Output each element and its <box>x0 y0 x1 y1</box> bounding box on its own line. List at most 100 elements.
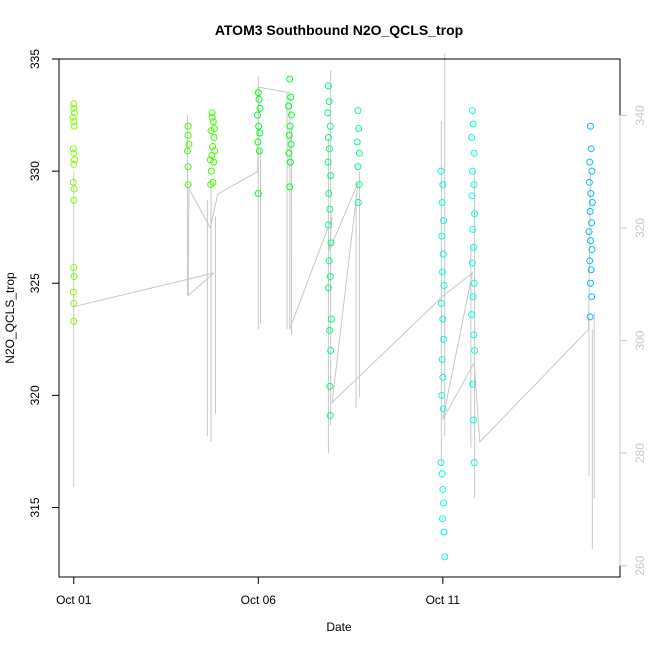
data-point <box>354 199 362 207</box>
data-point <box>586 237 594 245</box>
data-point <box>327 239 335 247</box>
data-point <box>184 122 192 130</box>
data-point <box>354 107 362 115</box>
data-point <box>256 129 264 137</box>
y-tick-label: 330 <box>28 161 42 181</box>
data-point <box>254 111 262 119</box>
data-point <box>69 145 77 153</box>
data-point <box>469 380 477 388</box>
data-point <box>285 102 293 110</box>
data-point <box>184 181 192 189</box>
plot-frame <box>58 58 621 578</box>
data-point <box>71 109 79 117</box>
data-point <box>471 347 479 355</box>
data-point <box>70 317 78 325</box>
data-point <box>287 93 295 101</box>
data-point <box>588 199 596 207</box>
data-point <box>355 149 363 157</box>
data-point <box>210 133 218 141</box>
data-point <box>326 145 334 153</box>
data-point <box>255 122 263 130</box>
x-tick-label: Oct 01 <box>56 593 92 607</box>
secondary-y-tick-label: 340 <box>633 105 647 125</box>
data-point <box>468 133 476 141</box>
data-point <box>438 515 446 523</box>
data-point <box>438 391 446 399</box>
data-point <box>210 125 218 133</box>
data-point <box>286 122 294 130</box>
data-point <box>71 156 79 164</box>
secondary-y-tick-label: 260 <box>633 555 647 575</box>
data-point <box>70 264 78 272</box>
data-point <box>324 133 332 141</box>
data-point <box>70 160 78 168</box>
data-point <box>207 181 215 189</box>
secondary-y-tick-label: 320 <box>633 218 647 238</box>
data-point <box>587 190 595 198</box>
data-point <box>324 158 332 166</box>
y-tick-label: 315 <box>28 497 42 517</box>
y-tick-label: 320 <box>28 385 42 405</box>
data-point <box>440 528 448 536</box>
chart-title: ATOM3 Southbound N2O_QCLS_trop <box>215 22 463 38</box>
data-point <box>325 257 333 265</box>
data-point <box>438 470 446 478</box>
data-point <box>353 138 361 146</box>
data-point <box>439 181 447 189</box>
data-point <box>286 158 294 166</box>
data-point <box>471 210 479 218</box>
data-point <box>254 89 262 97</box>
data-points-layer <box>69 75 596 561</box>
data-point <box>209 178 217 186</box>
data-point <box>69 178 77 186</box>
data-point <box>184 163 192 171</box>
data-point <box>469 243 477 251</box>
data-point <box>285 131 293 139</box>
data-point <box>70 149 78 157</box>
data-point <box>588 246 596 254</box>
data-point <box>437 167 445 175</box>
data-point <box>326 412 334 420</box>
data-point <box>588 293 596 301</box>
data-point <box>326 326 334 334</box>
data-point <box>288 111 296 119</box>
data-point <box>470 181 478 189</box>
data-point <box>324 284 332 292</box>
data-point <box>437 459 445 467</box>
data-point <box>286 75 294 83</box>
data-point <box>287 140 295 148</box>
data-point <box>585 228 593 236</box>
data-point <box>588 219 596 227</box>
data-point <box>439 315 447 323</box>
data-point <box>355 181 363 189</box>
data-point <box>183 147 191 155</box>
y-tick-label: 325 <box>28 273 42 293</box>
data-point <box>325 190 333 198</box>
data-point <box>586 122 594 130</box>
data-point <box>468 192 476 200</box>
data-point <box>254 138 262 146</box>
data-point <box>587 266 595 274</box>
data-point <box>69 113 77 121</box>
data-point <box>440 216 448 224</box>
data-point <box>468 167 476 175</box>
data-point <box>255 95 263 103</box>
data-point <box>256 104 264 112</box>
data-point <box>70 273 78 281</box>
secondary-y-tick-label: 300 <box>633 330 647 350</box>
data-point <box>470 279 478 287</box>
data-point <box>439 486 447 494</box>
y-axis-label: N2O_QCLS_trop <box>3 272 17 364</box>
secondary-line <box>73 86 591 444</box>
data-point <box>469 416 477 424</box>
data-point <box>326 273 334 281</box>
x-axis-label: Date <box>326 620 352 634</box>
data-point <box>206 156 214 164</box>
x-tick-label: Oct 11 <box>426 593 461 607</box>
data-point <box>439 405 447 413</box>
data-point <box>437 299 445 307</box>
data-point <box>439 373 447 381</box>
data-point <box>354 163 362 171</box>
data-point <box>70 185 78 193</box>
